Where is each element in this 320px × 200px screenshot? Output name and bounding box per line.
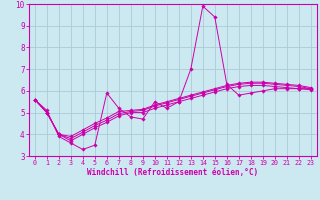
X-axis label: Windchill (Refroidissement éolien,°C): Windchill (Refroidissement éolien,°C): [87, 168, 258, 177]
